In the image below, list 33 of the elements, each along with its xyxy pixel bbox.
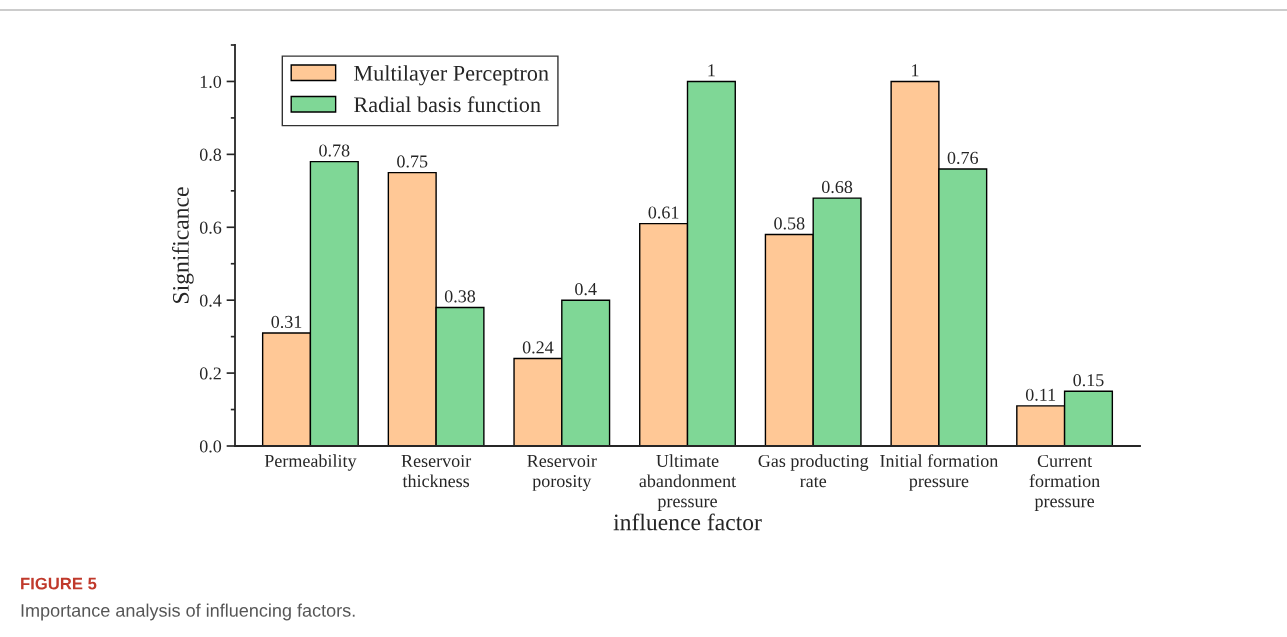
data-label: 0.38 <box>444 290 476 303</box>
y-tick-label: 0.4 <box>199 294 222 307</box>
y-tick-label: 1.0 <box>200 75 222 88</box>
legend-label: Multilayer Perceptron <box>354 65 549 86</box>
data-label: 0.58 <box>774 217 805 230</box>
legend-label: Radial basis function <box>354 96 541 113</box>
x-tick-label: Reservoir porosity <box>527 454 597 491</box>
x-tick-label: Permeability <box>264 454 357 471</box>
x-axis-title: influence factor <box>613 513 762 531</box>
data-label: 0.75 <box>397 155 428 168</box>
text: Importance analysis of influencing factors. <box>21 603 355 621</box>
data-label: 1 <box>708 64 715 77</box>
data-label: 0.76 <box>947 151 979 164</box>
y-axis-title: Significance <box>171 187 194 303</box>
data-label: 0.15 <box>1073 374 1104 387</box>
x-tick-label: Ultimate abandonment pressure <box>639 454 737 511</box>
data-label: 0.24 <box>522 341 554 354</box>
y-tick-label: 0.0 <box>199 440 222 453</box>
y-tick-label: 0.8 <box>199 148 222 161</box>
data-label: 0.61 <box>648 206 679 219</box>
x-tick-label: Initial formation pressure <box>880 454 999 491</box>
data-label: 1 <box>912 64 919 77</box>
x-tick-label: Current formation pressure <box>1029 454 1100 511</box>
data-label: 0.68 <box>821 180 853 194</box>
data-label: 0.78 <box>319 144 350 157</box>
data-label: 0.31 <box>271 315 302 329</box>
y-tick-label: 0.6 <box>199 221 222 234</box>
data-label: 0.4 <box>575 282 597 296</box>
caption: FIGURE 5 <box>21 577 97 590</box>
x-tick-label: Reservoir thickness <box>401 454 472 488</box>
y-tick-label: 0.2 <box>199 367 221 380</box>
x-tick-label: Gas producting rate <box>758 454 869 488</box>
data-label: 0.11 <box>1025 388 1056 401</box>
